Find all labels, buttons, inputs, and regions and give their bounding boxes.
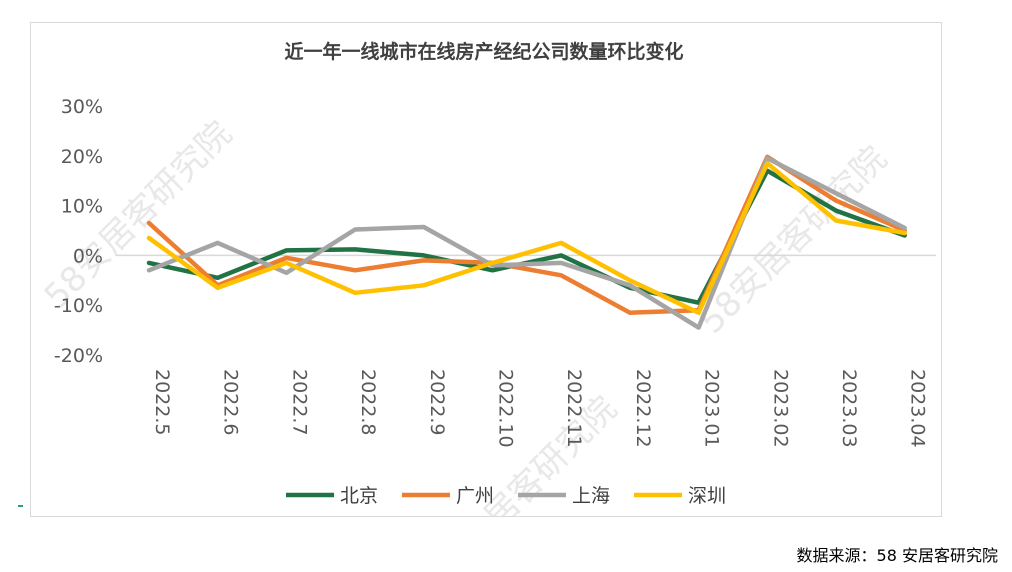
x-tick-label: 2022.11 [563,369,585,448]
source-label: 数据来源：58 安居客研究院 [796,546,998,565]
x-tick-label: 2022.9 [426,369,448,435]
x-tick-label: 2022.8 [357,369,379,435]
y-tick-label: -10% [54,295,103,317]
x-tick-label: 2022.10 [495,369,517,448]
x-tick-label: 2022.5 [151,369,173,435]
series-line [146,161,907,315]
x-tick-label: 2023.03 [838,369,860,448]
legend-label: 广州 [456,485,494,507]
x-tick-label: 2022.12 [632,369,654,448]
x-tick-label: 2022.7 [288,369,310,435]
x-tick-label: 2022.6 [220,369,242,435]
series-layer [146,154,907,330]
decorative-dash [18,505,23,507]
y-tick-label: 30% [61,96,103,118]
x-axis: 2022.5 2022.6 2022.7 2022.8 2022.9 2022.10 202… [151,369,929,448]
y-tick-label: 20% [61,146,103,168]
chart-frame: 58安居客研究院 58安居客研究院 58安居客研究院 近一年一线城市在线房产经纪公司… [30,22,942,517]
legend-label: 北京 [340,485,378,507]
y-axis: -20% -10% 0% 10% 20% 30% [54,96,103,367]
legend-label: 上海 [572,485,610,507]
x-tick-label: 2023.04 [907,369,929,448]
y-tick-label: -20% [54,345,103,367]
legend: 北京 广州 上海 深圳 [286,485,726,507]
y-tick-label: 10% [61,196,103,218]
y-tick-label: 0% [73,245,103,267]
x-tick-label: 2023.01 [701,369,723,448]
legend-label: 深圳 [688,485,726,507]
x-tick-label: 2023.02 [769,369,791,448]
chart-title: 近一年一线城市在线房产经纪公司数量环比变化 [284,40,683,63]
